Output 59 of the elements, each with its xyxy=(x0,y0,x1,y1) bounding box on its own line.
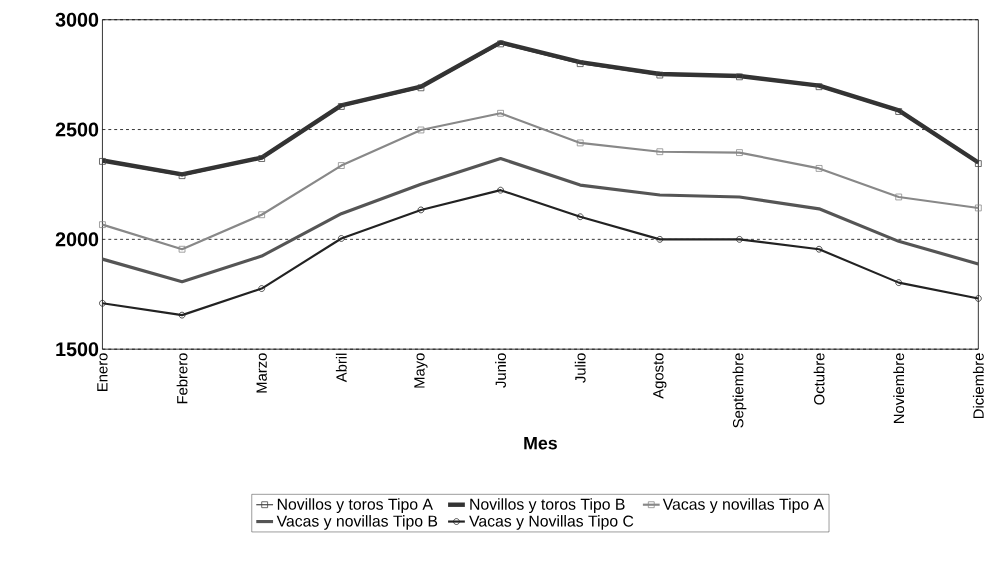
x-tick-label: Marzo xyxy=(256,353,267,393)
x-tick-label: Octubre xyxy=(813,353,825,405)
x-tick-label: Febrero xyxy=(176,353,188,404)
point xyxy=(895,193,903,201)
x-tick-label: Mayo xyxy=(414,353,428,388)
point xyxy=(815,165,823,172)
point xyxy=(99,158,106,165)
y-tick-label: 2000 xyxy=(55,232,99,247)
point xyxy=(497,186,504,194)
y-tick-label: 2500 xyxy=(55,122,99,137)
point xyxy=(99,299,106,307)
point xyxy=(178,172,186,180)
point xyxy=(497,110,504,117)
point xyxy=(258,211,266,219)
point xyxy=(99,221,106,229)
x-tick-label: Enero xyxy=(97,353,108,391)
point xyxy=(736,73,743,81)
point xyxy=(576,139,584,147)
line-series xyxy=(100,157,980,284)
point xyxy=(974,204,982,212)
y-tick-label: 3000 xyxy=(55,12,99,27)
point xyxy=(417,126,425,134)
point xyxy=(576,213,584,221)
point xyxy=(576,60,584,68)
point xyxy=(258,155,266,162)
point xyxy=(337,103,345,110)
point xyxy=(736,236,743,243)
x-tick-label: Noviembre xyxy=(893,353,905,424)
x-tick-label: Abril xyxy=(335,353,347,383)
x-tick-label: Junio xyxy=(495,353,506,388)
legend-label: Novillos y toros Tipo B xyxy=(470,498,625,514)
point xyxy=(497,40,504,48)
x-tick-label: Agosto xyxy=(653,353,667,399)
legend-label: Novillos y toros Tipo A xyxy=(277,498,433,514)
legend-label: Vacas y Novillas Tipo C xyxy=(469,515,634,530)
point xyxy=(974,295,982,302)
point xyxy=(895,279,903,287)
point xyxy=(815,245,823,253)
point xyxy=(656,236,664,243)
point xyxy=(974,160,982,167)
legend-label: Vacas y novillas Tipo B xyxy=(276,515,438,530)
point xyxy=(417,206,425,214)
point xyxy=(258,285,266,292)
point xyxy=(178,245,186,253)
x-tick-label: Septiembre xyxy=(732,353,747,428)
point xyxy=(337,162,345,169)
point xyxy=(815,83,823,91)
point xyxy=(417,84,425,92)
point xyxy=(337,235,345,242)
x-tick-label: Diciembre xyxy=(972,353,984,419)
point xyxy=(736,149,743,157)
point xyxy=(178,311,186,319)
point xyxy=(656,71,664,79)
x-tick-label: Julio xyxy=(574,353,586,383)
legend-label: Vacas y novillas Tipo A xyxy=(662,498,825,514)
x-axis-title: Mes xyxy=(524,437,557,450)
point xyxy=(656,148,664,156)
y-tick-label: 1500 xyxy=(56,342,99,357)
point xyxy=(895,108,903,115)
